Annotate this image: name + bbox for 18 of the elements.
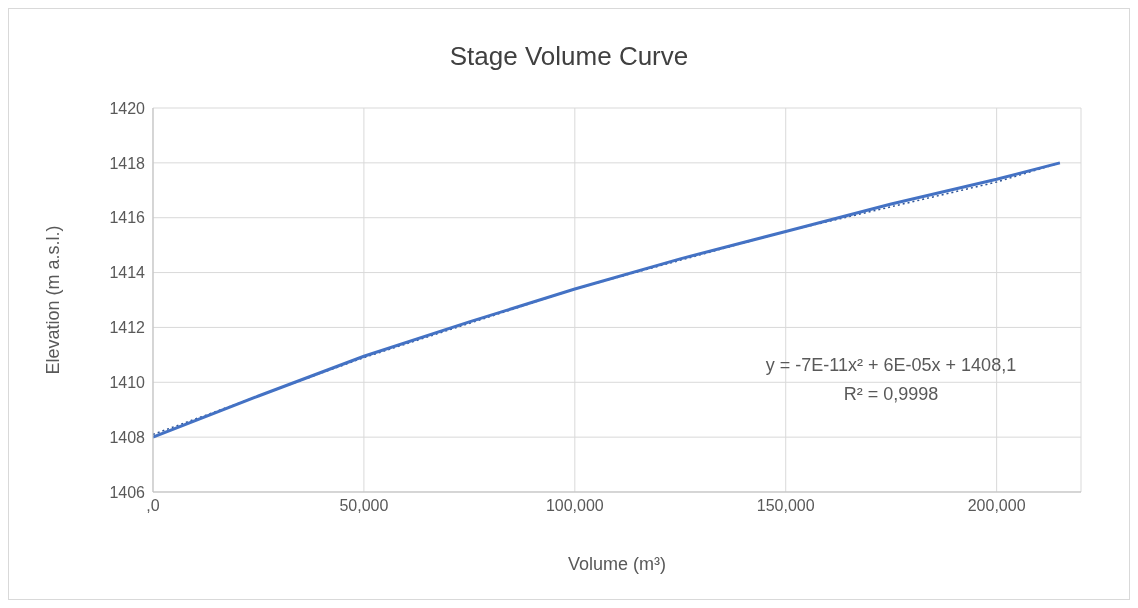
y-tick-label: 1410 [109,373,146,391]
x-tick-label: 150,000 [756,497,815,515]
y-tick-label: 1406 [109,483,146,501]
y-tick-label: 1418 [109,154,146,172]
annotation: R² = 0,9998 [842,383,940,406]
x-tick-label: 200,000 [967,497,1026,515]
y-tick-label: 1414 [109,264,146,282]
y-axis-title: Elevation (m a.s.l.) [43,225,64,375]
y-tick-label: 1416 [109,209,146,227]
y-tick-label: 1420 [109,99,146,117]
x-tick-label: ,0 [146,497,160,515]
x-tick-label: 50,000 [339,497,389,515]
chart-title: Stage Volume Curve [448,41,690,72]
y-tick-label: 1412 [109,319,146,337]
x-axis-title: Volume (m³) [567,554,667,574]
annotation: y = -7E-11x² + 6E-05x + 1408,1 [764,354,1018,377]
y-tick-label: 1408 [109,428,146,446]
x-tick-label: 100,000 [545,497,604,515]
